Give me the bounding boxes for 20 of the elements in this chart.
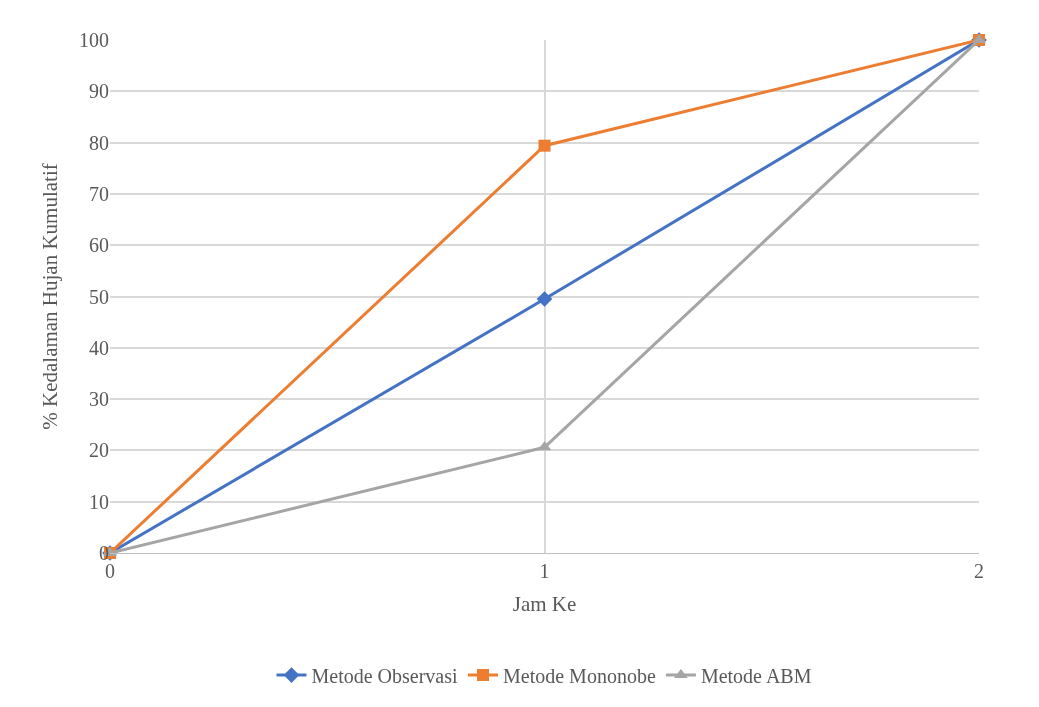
y-tick-label: 50 [89,285,109,308]
legend-label: Metode Mononobe [503,664,656,687]
point [538,139,551,152]
x-axis-title: Jam Ke [512,592,577,617]
y-tick-label: 0 [99,542,109,564]
legend-label: Metode Observasi [311,664,459,687]
point [536,291,553,307]
legend-label: Metode ABM [700,664,812,687]
y-tick-label: 100 [79,29,109,51]
y-tick-label: 40 [89,336,109,359]
y-tick-label: 20 [89,439,109,462]
y-tick-label: 70 [89,182,109,205]
y-tick-label: 80 [89,131,109,154]
y-tick-label: 60 [89,234,109,257]
y-axis-title: % Kedalaman Hujan Kumulatif [38,163,63,430]
x-tick-label: 2 [974,560,984,582]
y-tick-label: 10 [89,490,109,513]
x-tick-label: 1 [539,560,550,582]
y-tick-label: 90 [89,80,109,103]
y-tick-label: 30 [89,388,109,411]
